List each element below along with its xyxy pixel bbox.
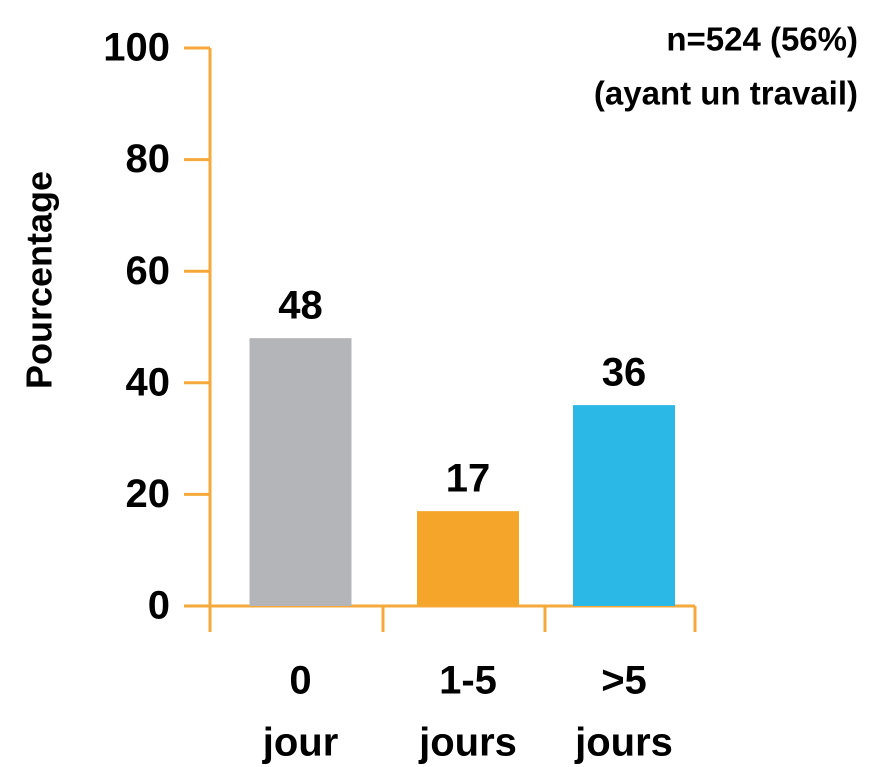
data-label: 36 <box>602 351 647 395</box>
bar <box>417 511 519 606</box>
y-tick-label: 100 <box>103 26 170 70</box>
bar <box>573 405 675 606</box>
data-label: 17 <box>446 457 491 501</box>
x-tick-label: jours <box>574 721 673 765</box>
x-tick-label: 0 <box>289 659 311 703</box>
y-tick-label: 40 <box>126 360 171 404</box>
x-tick-label: jours <box>418 721 517 765</box>
bar <box>249 338 352 606</box>
y-axis-label: Pourcentage <box>19 171 60 389</box>
y-tick-label: 60 <box>126 249 171 293</box>
x-tick-label: 1-5 <box>439 659 497 703</box>
annotation: n=524 (56%) <box>666 21 858 58</box>
y-tick-label: 80 <box>126 137 171 181</box>
y-tick-label: 20 <box>126 472 171 516</box>
x-tick-label: >5 <box>601 659 647 703</box>
y-tick-label: 0 <box>148 584 170 628</box>
annotation: (ayant un travail) <box>594 75 858 112</box>
x-tick-label: jour <box>262 721 339 765</box>
data-label: 48 <box>278 284 323 328</box>
